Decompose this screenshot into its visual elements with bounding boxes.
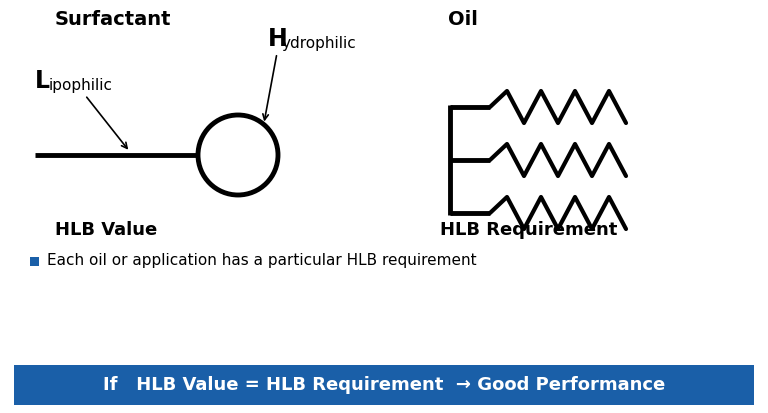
Text: If   HLB Value = HLB Requirement  → Good Performance: If HLB Value = HLB Requirement → Good Pe…: [103, 376, 665, 394]
Text: HLB Requirement: HLB Requirement: [440, 221, 617, 239]
Text: L: L: [35, 69, 50, 93]
Text: H: H: [268, 27, 288, 51]
FancyBboxPatch shape: [14, 365, 754, 405]
Text: ipophilic: ipophilic: [49, 78, 113, 93]
Text: Each oil or application has a particular HLB requirement: Each oil or application has a particular…: [47, 252, 477, 268]
FancyBboxPatch shape: [30, 256, 39, 266]
Text: ydrophilic: ydrophilic: [282, 36, 357, 51]
Text: HLB Value: HLB Value: [55, 221, 157, 239]
Text: Surfactant: Surfactant: [55, 10, 171, 29]
Text: Oil: Oil: [448, 10, 478, 29]
